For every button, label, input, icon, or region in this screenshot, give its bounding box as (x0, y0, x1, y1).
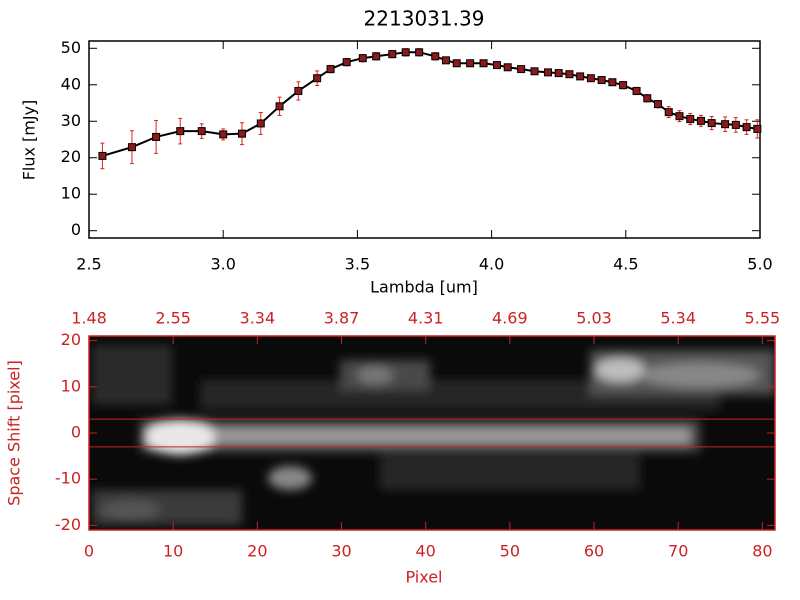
data-point (256, 119, 265, 128)
data-point (517, 65, 526, 74)
y-tick-label: 40 (61, 74, 81, 93)
data-point (554, 69, 563, 78)
y-tick-label: 20 (61, 330, 81, 349)
data-point (176, 127, 185, 136)
y-tick-label: 0 (71, 423, 81, 442)
data-point (707, 119, 716, 128)
y-axis-label: Space Shift [pixel] (5, 360, 24, 506)
y-axis-label: Flux [mJy] (20, 100, 39, 181)
data-point (98, 151, 107, 160)
data-point (388, 50, 397, 59)
data-point (441, 56, 450, 65)
data-point (742, 123, 751, 132)
data-point (372, 52, 381, 61)
data-point (197, 127, 206, 136)
x-tick-label: 4.5 (613, 255, 638, 274)
data-point (696, 116, 705, 125)
data-point (466, 59, 475, 68)
data-point (415, 48, 424, 57)
x2-tick-label: 4.69 (492, 309, 528, 328)
data-point (576, 72, 585, 81)
x2-tick-label: 3.34 (240, 309, 276, 328)
y-tick-label: 0 (71, 220, 81, 239)
data-point (401, 48, 410, 57)
data-point (632, 86, 641, 95)
x-tick-label: 2.5 (76, 255, 101, 274)
data-point (686, 115, 695, 124)
data-point (753, 124, 762, 133)
x-tick-label: 30 (331, 542, 351, 561)
y-tick-label: -10 (55, 469, 81, 488)
data-point (675, 112, 684, 121)
data-point (313, 74, 322, 83)
x-tick-label: 70 (668, 542, 688, 561)
data-point (654, 100, 663, 109)
data-point (530, 67, 539, 76)
x-tick-label: 20 (247, 542, 267, 561)
data-point (619, 81, 628, 90)
data-point (479, 59, 488, 68)
chart-title: 2213031.39 (364, 7, 485, 31)
data-point (543, 68, 552, 77)
x-tick-label: 5.0 (747, 255, 772, 274)
x-tick-label: 80 (752, 542, 772, 561)
data-point (643, 94, 652, 103)
x2-tick-label: 1.48 (71, 309, 107, 328)
data-point (358, 54, 367, 63)
data-point (342, 58, 351, 67)
x-tick-label: 10 (163, 542, 183, 561)
data-point (431, 52, 440, 61)
data-point (608, 78, 617, 87)
y-tick-label: 30 (61, 111, 81, 130)
data-point (152, 132, 161, 141)
x2-tick-label: 3.87 (324, 309, 360, 328)
y-tick-label: 20 (61, 147, 81, 166)
data-point (127, 143, 136, 152)
y-tick-label: -20 (55, 515, 81, 534)
data-point (237, 129, 246, 138)
x-tick-label: 50 (500, 542, 520, 561)
x-tick-label: 0 (84, 542, 94, 561)
data-point (721, 120, 730, 129)
data-point (492, 61, 501, 70)
x2-tick-label: 2.55 (155, 309, 191, 328)
x2-tick-label: 5.03 (576, 309, 612, 328)
x2-tick-label: 5.34 (660, 309, 696, 328)
data-point (664, 108, 673, 117)
data-point (597, 76, 606, 85)
data-point (219, 130, 228, 139)
y-tick-label: 10 (61, 376, 81, 395)
data-point (586, 74, 595, 83)
data-point (452, 59, 461, 68)
x2-tick-label: 4.31 (408, 309, 444, 328)
data-point (565, 70, 574, 79)
x-axis-label: Lambda [um] (370, 278, 478, 297)
plot-frame (88, 40, 761, 239)
spectrum-image (89, 336, 775, 530)
x-tick-label: 3.5 (345, 255, 370, 274)
x-tick-label: 4.0 (479, 255, 504, 274)
data-point (731, 120, 740, 129)
data-point (275, 102, 284, 111)
data-point (294, 86, 303, 95)
data-point (503, 63, 512, 72)
y-tick-label: 50 (61, 38, 81, 57)
x-axis-label: Pixel (405, 568, 442, 587)
x-tick-label: 60 (584, 542, 604, 561)
x2-tick-label: 5.55 (745, 309, 781, 328)
data-point (326, 65, 335, 74)
x-tick-label: 40 (416, 542, 436, 561)
x-tick-label: 3.0 (210, 255, 235, 274)
y-tick-label: 10 (61, 184, 81, 203)
